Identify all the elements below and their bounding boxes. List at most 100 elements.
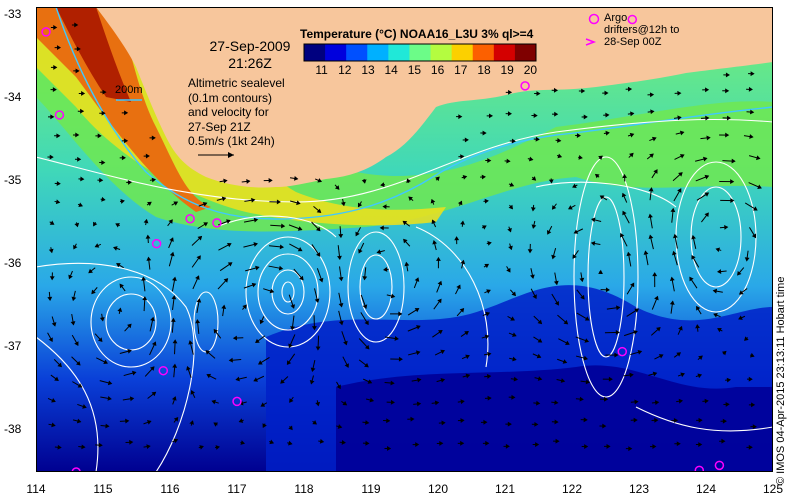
velocity-arrowhead — [211, 399, 216, 405]
colorbar-segment — [367, 44, 389, 61]
velocity-arrowhead — [151, 391, 157, 397]
info-line: 27-Sep 21Z — [188, 119, 251, 134]
velocity-arrowhead — [757, 184, 762, 189]
velocity-arrowhead — [81, 91, 86, 96]
velocity-arrowhead — [568, 205, 573, 210]
velocity-scale-arrow — [198, 152, 234, 158]
velocity-arrowhead — [630, 282, 635, 288]
velocity-arrowhead — [721, 438, 726, 444]
velocity-arrowhead — [49, 276, 55, 281]
velocity-arrowhead — [439, 440, 444, 446]
velocity-arrowhead — [730, 179, 735, 185]
x-tick-label: 122 — [561, 482, 583, 496]
velocity-arrowhead — [223, 178, 228, 184]
y-tick-label: -36 — [4, 256, 22, 271]
velocity-arrowhead — [255, 265, 260, 271]
velocity-arrowhead — [458, 114, 463, 120]
velocity-arrowhead — [232, 335, 238, 341]
velocity-arrows — [47, 22, 762, 452]
velocity-arrowhead — [113, 246, 118, 251]
velocity-arrowhead — [288, 425, 293, 431]
velocity-arrowhead — [460, 418, 465, 423]
velocity-arrowhead — [672, 250, 677, 256]
velocity-arrowhead — [536, 400, 541, 406]
velocity-arrowhead — [151, 341, 157, 347]
velocity-arrowhead — [583, 417, 588, 423]
velocity-arrowhead — [125, 418, 130, 424]
velocity-arrowhead — [546, 230, 552, 235]
velocity-arrowhead — [172, 276, 177, 282]
velocity-arrowhead — [309, 380, 315, 385]
velocity-arrowhead — [691, 234, 696, 240]
velocity-arrowhead — [98, 442, 103, 448]
velocity-arrowhead — [171, 396, 177, 401]
velocity-arrowhead — [362, 276, 368, 281]
velocity-arrowhead — [299, 275, 304, 281]
velocity-arrowhead — [677, 115, 682, 121]
velocity-arrowhead — [531, 176, 537, 181]
velocity-arrowhead — [297, 247, 303, 252]
velocity-arrowhead — [590, 241, 596, 246]
velocity-arrowhead — [221, 196, 227, 202]
velocity-arrowhead — [537, 319, 543, 325]
x-tick-label: 123 — [628, 482, 650, 496]
argo-float-marker — [212, 218, 222, 228]
argo-float-marker — [714, 460, 725, 471]
velocity-arrowhead — [583, 355, 588, 361]
velocity-arrowhead — [527, 249, 533, 254]
velocity-arrowhead — [369, 397, 375, 403]
velocity-arrowhead — [649, 153, 654, 158]
velocity-arrowhead — [629, 152, 634, 158]
velocity-arrowhead — [146, 444, 151, 450]
velocity-arrowhead — [554, 111, 559, 117]
velocity-arrowhead — [169, 251, 175, 257]
velocity-arrowhead — [53, 64, 58, 70]
velocity-arrowhead — [48, 248, 54, 254]
colorbar-tick-label: 14 — [384, 63, 398, 77]
velocity-arrowhead — [629, 132, 635, 138]
velocity-arrowhead — [652, 444, 657, 449]
map-border — [36, 7, 773, 472]
velocity-arrowhead — [390, 293, 396, 299]
velocity-arrowhead — [485, 440, 490, 446]
y-tick-label: -35 — [4, 173, 22, 188]
velocity-arrowhead — [390, 399, 395, 405]
argo-markers — [41, 14, 725, 472]
velocity-arrowhead — [669, 300, 675, 305]
velocity-arrowhead — [437, 280, 443, 286]
velocity-arrowhead — [336, 384, 341, 390]
velocity-arrowhead — [637, 349, 643, 355]
argo-float-marker — [627, 14, 638, 25]
colorbar-segment — [514, 44, 537, 61]
velocity-arrowhead — [150, 366, 155, 371]
velocity-arrowhead — [227, 262, 233, 267]
velocity-arrowhead — [512, 332, 517, 337]
velocity-arrowhead — [398, 356, 403, 362]
velocity-arrowhead — [705, 115, 710, 121]
velocity-arrowhead — [127, 323, 132, 329]
velocity-arrowhead — [598, 269, 603, 274]
velocity-arrowhead — [414, 308, 420, 313]
velocity-arrowhead — [698, 355, 703, 361]
velocity-arrowhead — [485, 311, 491, 317]
colorbar-tick-label: 13 — [361, 63, 375, 77]
velocity-arrowhead — [127, 179, 133, 185]
velocity-arrowhead — [365, 420, 370, 425]
velocity-arrowhead — [48, 337, 53, 343]
velocity-arrowhead — [554, 300, 559, 306]
velocity-arrowhead — [460, 154, 465, 160]
velocity-arrowhead — [75, 68, 80, 74]
velocity-arrowhead — [317, 178, 323, 183]
velocity-arrowhead — [213, 422, 219, 427]
velocity-arrowhead — [506, 158, 511, 164]
velocity-arrowhead — [169, 237, 174, 242]
velocity-arrowhead — [551, 254, 556, 260]
velocity-arrowhead — [705, 87, 710, 93]
velocity-arrowhead — [107, 380, 113, 386]
velocity-arrowhead — [649, 92, 655, 98]
argo-float-marker — [71, 467, 81, 472]
velocity-arrowhead — [713, 313, 718, 318]
velocity-arrowhead — [738, 290, 744, 295]
velocity-arrowhead — [652, 371, 658, 377]
velocity-arrowhead — [511, 138, 516, 144]
